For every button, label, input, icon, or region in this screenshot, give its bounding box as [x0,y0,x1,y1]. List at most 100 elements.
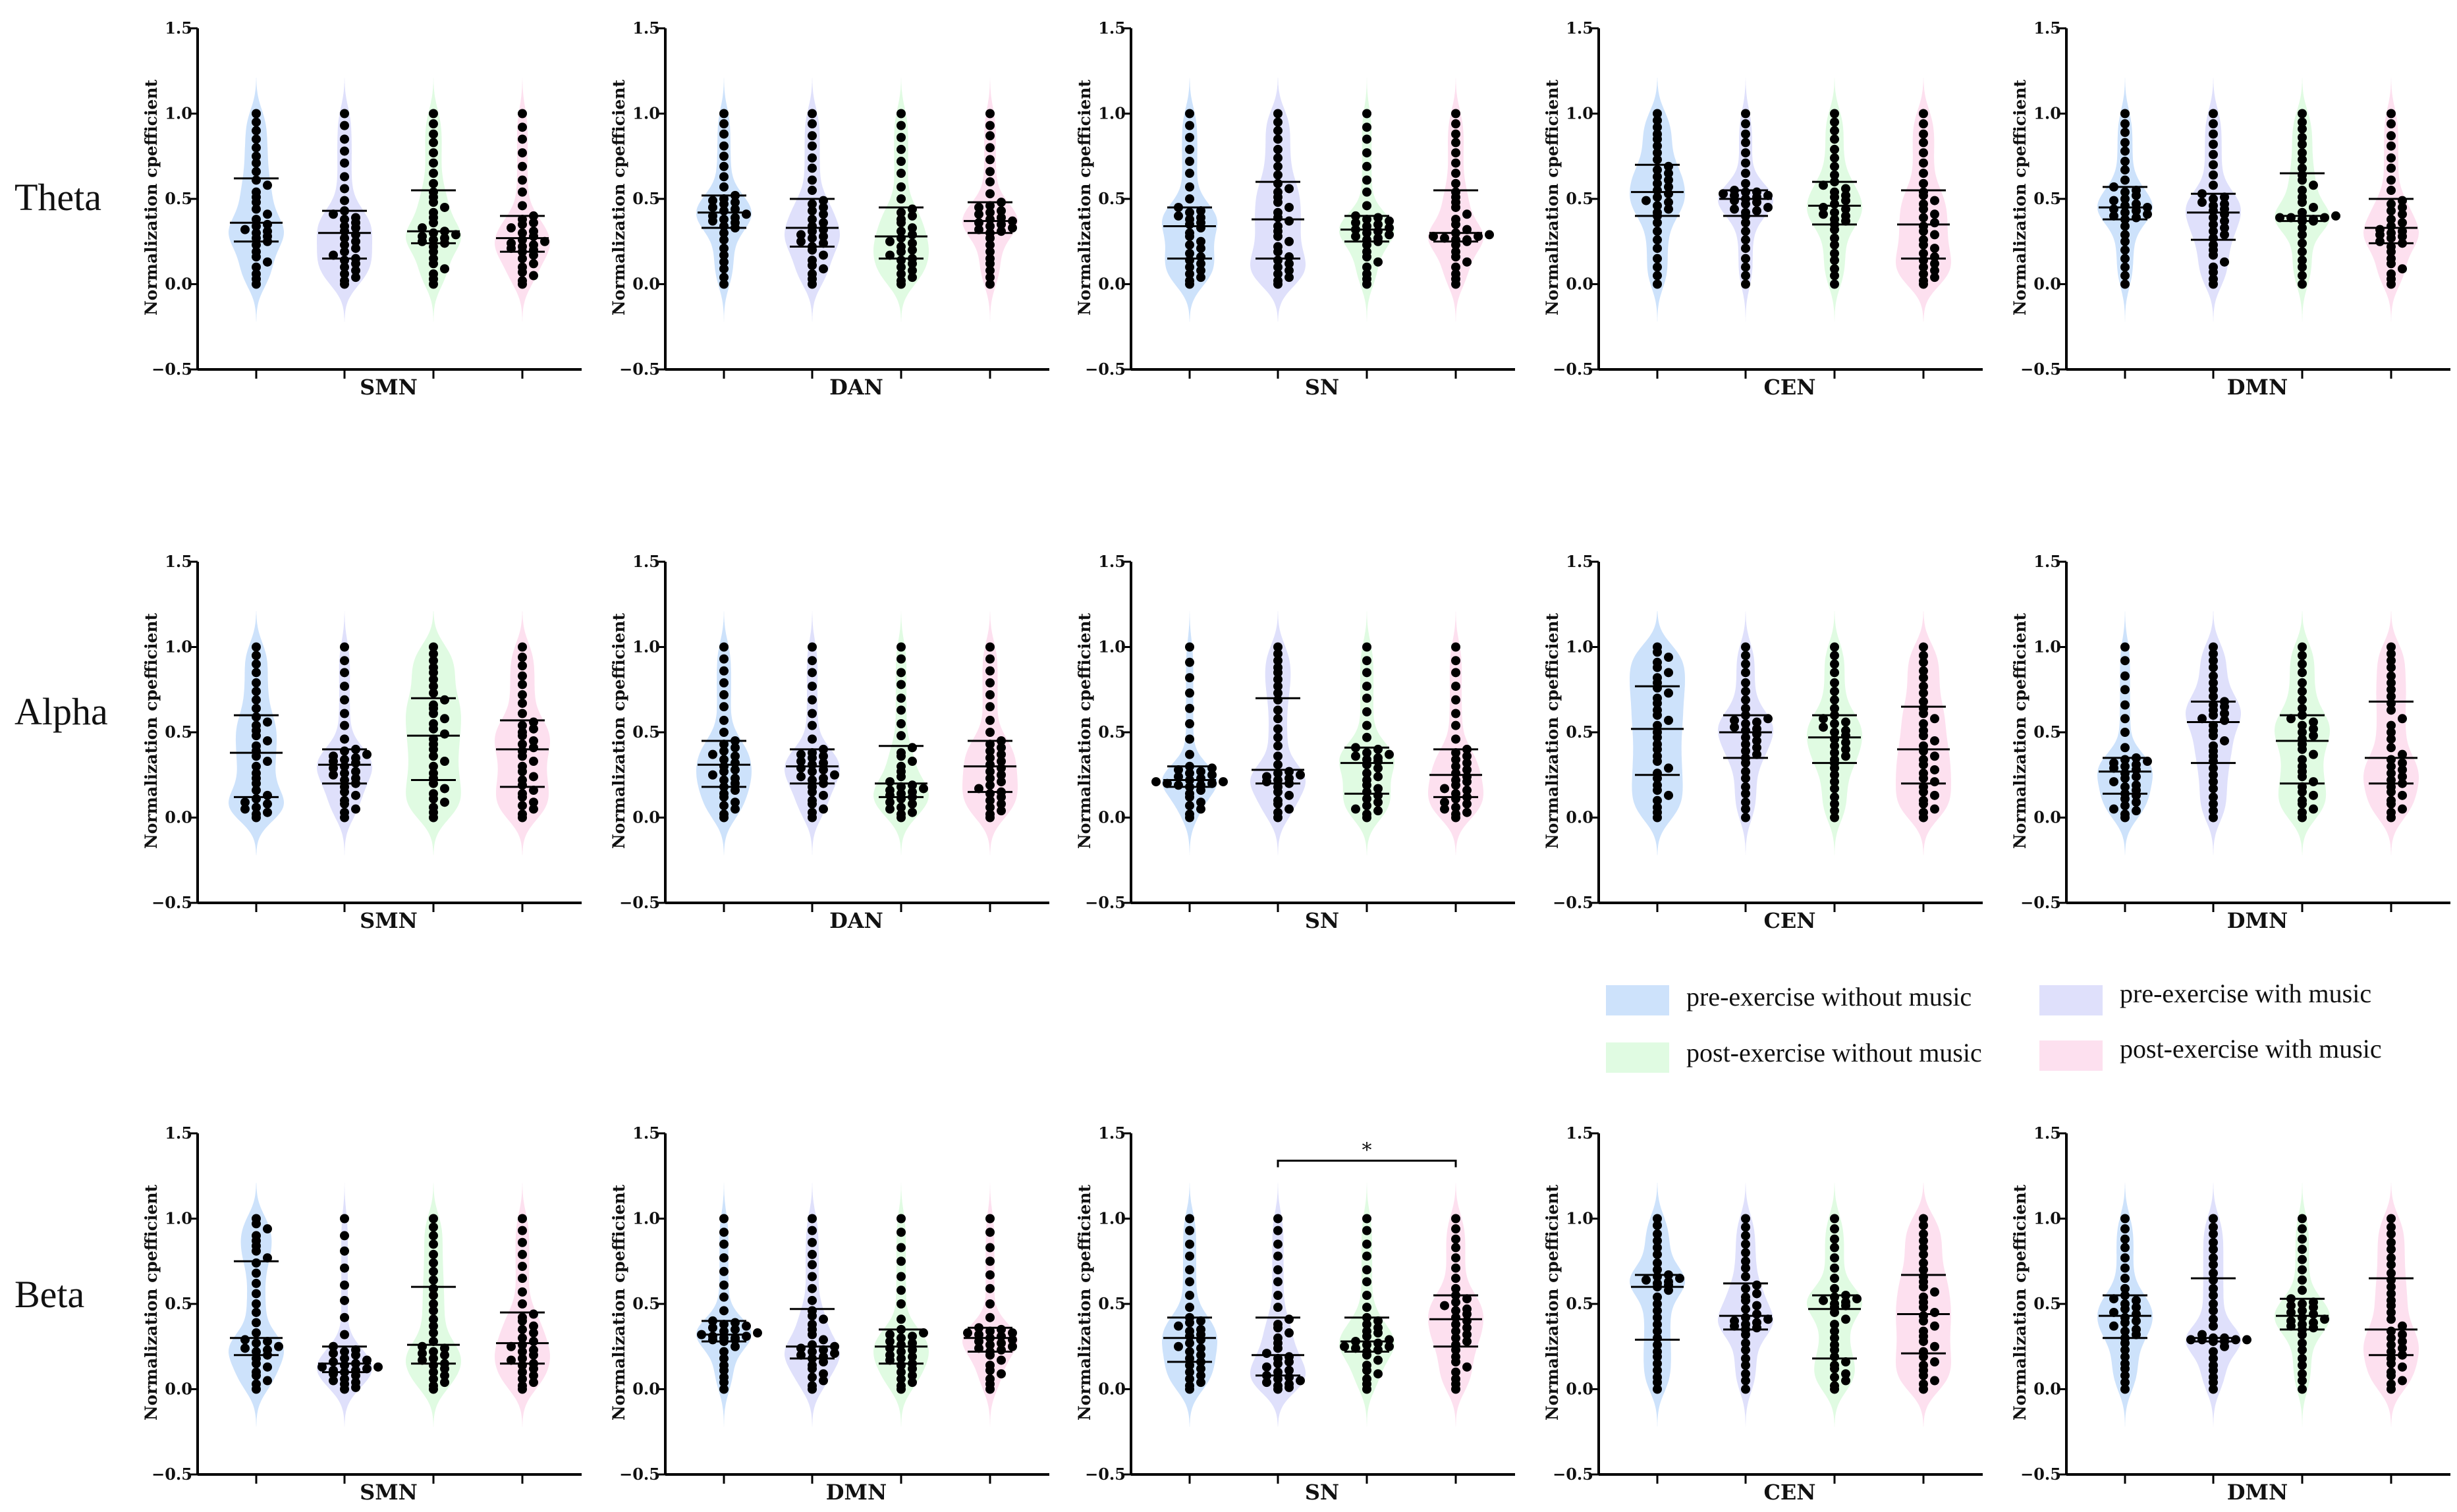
data-point [2209,813,2218,823]
data-point [2298,728,2307,737]
y-tick-label: −0.5 [1553,893,1593,912]
data-point [2298,230,2307,240]
legend-label: pre-exercise without music [1686,982,1972,1012]
data-point [518,109,527,119]
data-point [351,236,360,246]
data-point [1919,269,1928,279]
data-point [1451,119,1460,129]
data-point [808,141,817,151]
data-point [252,228,261,238]
data-point [819,1376,828,1386]
legend-swatch [2039,1040,2103,1071]
data-point [719,244,729,254]
data-point [2298,132,2307,142]
data-point [1741,227,1750,236]
data-point [1362,201,1371,211]
data-point [1451,682,1460,691]
data-point [1730,204,1739,214]
data-point [340,782,349,792]
y-tick-label: −0.5 [2020,1465,2061,1484]
data-point [2398,209,2407,219]
data-point [908,780,917,790]
data-point [1741,119,1750,129]
y-tick-label: 1.5 [1098,1123,1126,1143]
data-point [1185,144,1194,154]
data-point [1653,1366,1662,1376]
data-point [1919,119,1928,129]
data-point [2209,1222,2218,1232]
data-point [1741,782,1750,792]
data-point [1362,769,1371,778]
data-point [2387,705,2396,715]
data-point [985,1214,995,1224]
data-point [1830,153,1839,163]
data-point [429,119,438,129]
data-point [2109,196,2118,205]
data-point [2387,1245,2396,1255]
data-point [340,746,349,756]
data-point [1362,775,1371,785]
data-point [1919,1243,1928,1253]
data-point [1185,734,1194,744]
data-point [2387,656,2396,666]
data-point [1362,122,1371,132]
data-point [1385,216,1394,226]
data-point [518,698,527,708]
data-point [1919,697,1928,707]
data-point [429,1367,438,1377]
data-point [719,1214,729,1224]
data-point [2298,1345,2307,1355]
data-point [2387,1268,2396,1278]
data-point [1451,809,1460,819]
data-point [1362,1361,1371,1370]
data-point [1653,1278,1662,1288]
data-point [518,1262,527,1272]
data-point [1741,1361,1750,1370]
data-point [708,770,717,780]
data-point [1273,178,1283,188]
data-point [1653,796,1662,805]
data-point [340,184,349,194]
data-point [2120,1214,2130,1224]
data-point [2398,196,2407,205]
data-point [1653,1236,1662,1246]
data-point [252,1289,261,1299]
data-point [2298,1245,2307,1255]
data-point [1919,796,1928,805]
data-point [2209,1347,2218,1357]
data-point [252,175,261,185]
data-point [1830,233,1839,243]
data-point [529,1309,538,1319]
data-point [985,753,995,763]
data-point [2387,755,2396,765]
data-point [2387,691,2396,701]
data-point [1653,1306,1662,1316]
y-tick-label: 0.5 [632,189,660,208]
data-point [897,276,906,286]
data-point [2298,186,2307,196]
data-point [1919,769,1928,778]
data-point [340,1374,349,1384]
data-point [1664,204,1673,214]
data-point [2120,685,2130,695]
data-point [518,1274,527,1283]
data-point [252,109,261,119]
data-point [1185,262,1194,272]
data-point [1653,1326,1662,1336]
data-point [1262,772,1271,782]
data-point [985,177,995,187]
data-point [1741,1384,1750,1394]
data-point [518,775,527,785]
y-tick-label: 1.5 [1098,552,1126,571]
data-point [2298,755,2307,765]
data-point [708,202,717,212]
data-point [1653,271,1662,281]
data-point [1196,259,1205,269]
data-point [1852,1294,1862,1304]
data-point [1653,642,1662,652]
data-point [985,109,995,119]
data-point [340,1263,349,1273]
data-point [830,1349,839,1359]
